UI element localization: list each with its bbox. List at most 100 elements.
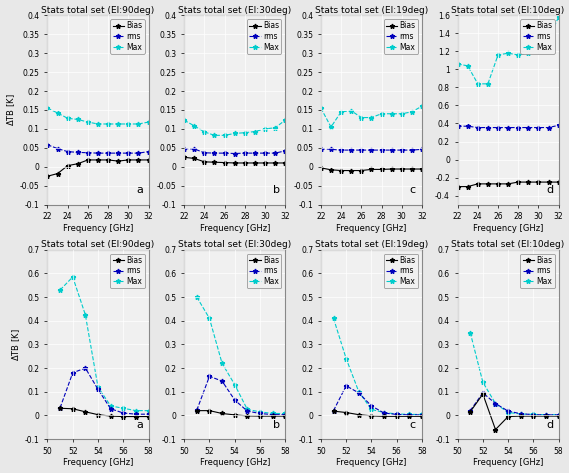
- Line: Bias: Bias: [57, 406, 151, 419]
- Bias: [145, 414, 152, 420]
- Max: [337, 109, 344, 115]
- Max: [57, 287, 64, 293]
- Max: [393, 411, 400, 417]
- Line: Bias: Bias: [455, 180, 561, 189]
- Max: [257, 409, 263, 415]
- Bias: [398, 166, 405, 172]
- Bias: [64, 163, 71, 168]
- Text: d: d: [546, 185, 554, 195]
- X-axis label: Frequency [GHz]: Frequency [GHz]: [63, 224, 133, 233]
- Max: [454, 61, 461, 67]
- rms: [69, 370, 76, 376]
- Bias: [272, 160, 279, 166]
- Title: Stats total set (El:90deg): Stats total set (El:90deg): [42, 6, 155, 15]
- Max: [115, 121, 122, 127]
- Bias: [381, 413, 387, 419]
- Bias: [282, 160, 288, 166]
- Max: [475, 81, 481, 87]
- Bias: [492, 427, 499, 432]
- Max: [206, 315, 213, 321]
- rms: [105, 150, 112, 156]
- Bias: [505, 181, 512, 187]
- rms: [318, 146, 324, 151]
- rms: [282, 148, 288, 154]
- Bias: [69, 406, 76, 412]
- Line: Bias: Bias: [195, 408, 288, 419]
- rms: [419, 147, 426, 152]
- rms: [135, 150, 142, 156]
- rms: [181, 146, 188, 151]
- Text: b: b: [273, 420, 280, 429]
- Max: [211, 132, 218, 138]
- Bias: [193, 408, 200, 413]
- Title: Stats total set (El:19deg): Stats total set (El:19deg): [315, 6, 428, 15]
- Bias: [480, 391, 486, 397]
- Max: [494, 52, 501, 58]
- rms: [393, 412, 400, 417]
- Max: [244, 407, 251, 412]
- Max: [492, 401, 499, 406]
- Bias: [94, 157, 101, 163]
- rms: [467, 408, 473, 413]
- Max: [54, 110, 61, 116]
- Text: d: d: [546, 420, 554, 429]
- Line: rms: rms: [319, 146, 424, 152]
- rms: [115, 150, 122, 156]
- Bias: [330, 408, 337, 414]
- Max: [555, 14, 562, 20]
- Max: [133, 408, 139, 413]
- rms: [206, 374, 213, 379]
- Max: [262, 126, 269, 132]
- Max: [543, 412, 550, 418]
- rms: [515, 125, 522, 131]
- Bias: [494, 181, 501, 187]
- Bias: [475, 181, 481, 187]
- Max: [269, 411, 276, 416]
- Bias: [107, 413, 114, 419]
- Bias: [337, 168, 344, 174]
- Max: [231, 131, 238, 136]
- Bias: [262, 160, 269, 166]
- rms: [356, 390, 362, 396]
- Max: [381, 410, 387, 415]
- Bias: [328, 167, 335, 173]
- Legend: Bias, rms, Max: Bias, rms, Max: [384, 254, 418, 288]
- Bias: [348, 168, 354, 174]
- rms: [145, 412, 152, 417]
- Bias: [368, 413, 375, 419]
- X-axis label: Frequency [GHz]: Frequency [GHz]: [336, 224, 407, 233]
- Bias: [75, 161, 81, 166]
- rms: [388, 147, 395, 153]
- Title: Stats total set (El:19deg): Stats total set (El:19deg): [315, 240, 428, 249]
- rms: [368, 403, 375, 409]
- Text: c: c: [410, 420, 416, 429]
- Bias: [115, 158, 122, 164]
- rms: [244, 408, 251, 414]
- Bias: [135, 157, 142, 163]
- Bias: [409, 166, 415, 172]
- rms: [57, 405, 64, 411]
- Line: Bias: Bias: [331, 409, 424, 419]
- Bias: [356, 412, 362, 418]
- rms: [545, 125, 552, 131]
- Line: Max: Max: [195, 295, 288, 416]
- rms: [269, 412, 276, 418]
- Bias: [545, 179, 552, 185]
- Line: rms: rms: [45, 142, 151, 156]
- Bias: [231, 412, 238, 418]
- rms: [201, 150, 208, 156]
- rms: [125, 150, 131, 156]
- Bias: [191, 156, 197, 161]
- Text: b: b: [273, 185, 280, 195]
- Bias: [218, 411, 225, 416]
- Max: [221, 132, 228, 138]
- rms: [480, 390, 486, 396]
- Bias: [84, 157, 91, 163]
- Bias: [543, 413, 550, 419]
- Title: Stats total set (El:10deg): Stats total set (El:10deg): [451, 6, 565, 15]
- rms: [231, 397, 238, 403]
- Max: [84, 119, 91, 125]
- Bias: [257, 413, 263, 419]
- Bias: [368, 166, 375, 172]
- Bias: [181, 155, 188, 160]
